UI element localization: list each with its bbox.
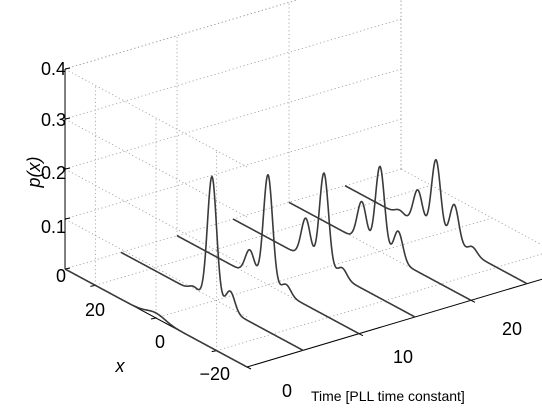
z-tick-label: 0.3	[41, 110, 66, 130]
series-curves	[64, 158, 528, 368]
time-tick-label: 0	[282, 381, 292, 401]
grid-line	[64, 18, 402, 120]
grid-line	[400, 168, 542, 246]
z-tick-mark	[64, 167, 71, 170]
grid-lines	[64, 0, 542, 368]
z-tick-label: 0	[56, 266, 66, 286]
time-tick-mark	[246, 366, 252, 370]
x-tick-label: 20	[85, 300, 105, 320]
series-curve	[288, 165, 472, 302]
time-axis-title: Time [PLL time constant]	[311, 388, 465, 404]
time-tick-mark	[470, 299, 476, 303]
grid-line	[64, 0, 299, 70]
time-tick-labels: 0 10 20	[282, 319, 522, 401]
z-tick-labels: 0 0.1 0.2 0.3 0.4	[41, 59, 66, 286]
grid-line	[64, 68, 402, 170]
x-axis-title: x	[115, 356, 126, 376]
z-axis-title: p(x)	[24, 157, 44, 189]
z-tick-mark	[64, 67, 71, 70]
x-tick-label: 0	[155, 332, 165, 352]
series-curve	[176, 173, 360, 335]
z-tick-label: 0.2	[41, 163, 66, 183]
grid-line	[64, 118, 402, 220]
z-tick-mark	[64, 217, 71, 220]
x-tick-mark	[150, 317, 157, 320]
z-tick-label: 0.1	[41, 217, 66, 237]
series-curve	[232, 172, 416, 318]
z-tick-mark	[64, 117, 71, 120]
time-tick-mark	[358, 333, 364, 337]
grid-line	[64, 118, 248, 218]
x-tick-label: −20	[199, 364, 230, 384]
x-tick-labels: 20 0 −20	[85, 300, 230, 384]
axes	[64, 67, 542, 370]
grid-line	[64, 68, 248, 168]
time-tick-label: 20	[502, 319, 522, 339]
time-tick-label: 10	[393, 347, 413, 367]
grid-line	[155, 217, 493, 319]
series-curve	[64, 268, 248, 368]
grid-line	[64, 0, 299, 70]
series-curve	[344, 158, 528, 285]
series-curve	[120, 175, 304, 352]
z-tick-label: 0.4	[41, 59, 66, 79]
